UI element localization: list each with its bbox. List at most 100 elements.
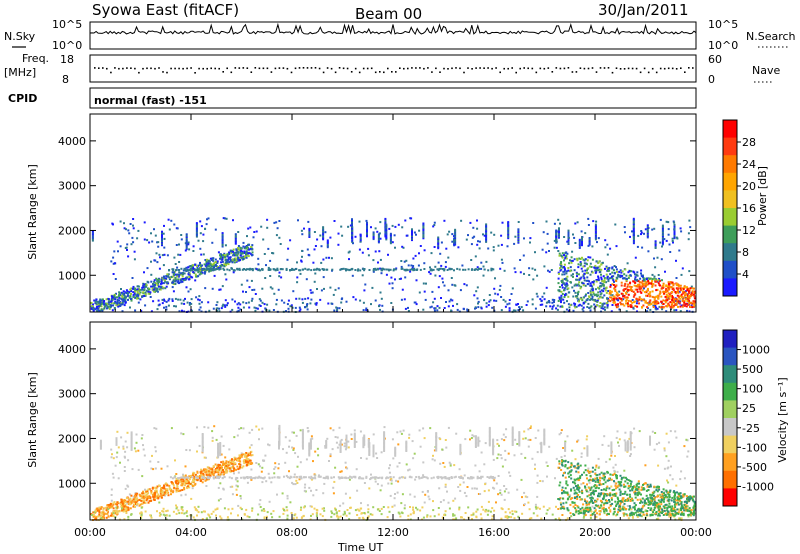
- echo-cell: [296, 261, 298, 264]
- echo-cell: [216, 260, 219, 263]
- echo-cell: [351, 227, 354, 230]
- echo-cell: [190, 298, 193, 301]
- echo-cell: [132, 295, 135, 298]
- echo-cell: [651, 273, 654, 276]
- freq-dot: [427, 67, 429, 69]
- echo-cell: [595, 508, 597, 511]
- freq-dot: [615, 67, 618, 69]
- cpid-label: CPID: [8, 92, 37, 105]
- echo-cell: [513, 242, 516, 245]
- echo-cell: [334, 436, 337, 438]
- echo-cell: [162, 276, 165, 279]
- echo-cell: [360, 502, 362, 505]
- echo-cell: [195, 224, 198, 227]
- freq-dot: [559, 67, 562, 70]
- echo-cell: [595, 515, 598, 518]
- echo-cell: [631, 299, 634, 301]
- echo-cell: [438, 487, 441, 490]
- echo-cell: [589, 306, 592, 309]
- echo-cell: [254, 267, 257, 270]
- echo-cell: [422, 237, 425, 240]
- echo-cell: [290, 304, 293, 307]
- echo-cell: [683, 299, 686, 302]
- echo-cell: [245, 255, 248, 258]
- nave-tick-bottom: 0: [708, 73, 715, 86]
- echo-cell: [225, 264, 227, 267]
- echo-cell: [558, 230, 560, 232]
- echo-cell: [443, 465, 446, 468]
- echo-cell: [124, 500, 127, 503]
- echo-cell: [247, 252, 250, 255]
- echo-cell: [194, 279, 197, 282]
- echo-cell: [469, 221, 472, 224]
- echo-cell: [632, 238, 635, 241]
- echo-cell: [350, 433, 353, 436]
- echo-cell: [380, 451, 383, 454]
- echo-cell: [351, 234, 354, 237]
- echo-cell: [379, 237, 382, 240]
- echo-cell: [136, 288, 139, 291]
- echo-cell: [661, 239, 664, 242]
- echo-cell: [400, 511, 403, 514]
- echo-cell: [604, 308, 606, 311]
- echo-cell: [518, 306, 521, 309]
- colorbar-segment: [723, 120, 737, 139]
- echo-cell: [195, 223, 198, 226]
- echo-cell: [648, 292, 651, 295]
- echo-cell: [625, 298, 628, 301]
- echo-cell: [583, 272, 586, 275]
- echo-cell: [104, 302, 107, 305]
- echo-cell: [342, 502, 345, 505]
- echo-cell: [157, 278, 160, 281]
- echo-cell: [396, 465, 399, 468]
- echo-cell: [110, 304, 113, 307]
- echo-cell: [206, 265, 209, 268]
- echo-cell: [412, 512, 415, 515]
- echo-cell: [429, 306, 432, 309]
- echo-cell: [132, 505, 135, 508]
- echo-cell: [464, 268, 467, 271]
- echo-cell: [227, 508, 230, 511]
- echo-cell: [594, 230, 597, 233]
- echo-cell: [439, 252, 442, 255]
- echo-cell: [565, 251, 568, 254]
- echo-cell: [127, 229, 130, 232]
- echo-cell: [654, 300, 657, 303]
- echo-cell: [476, 243, 479, 246]
- echo-cell: [548, 507, 551, 510]
- echo-cell: [372, 270, 375, 273]
- echo-cell: [117, 295, 120, 297]
- echo-cell: [186, 479, 189, 482]
- freq-dot: [274, 67, 277, 70]
- echo-cell: [587, 283, 590, 286]
- echo-cell: [366, 223, 368, 226]
- echo-cell: [219, 498, 222, 500]
- echo-cell: [113, 307, 116, 309]
- echo-cell: [640, 291, 643, 294]
- echo-cell: [211, 241, 214, 244]
- echo-cell: [121, 506, 124, 509]
- echo-cell: [199, 264, 202, 267]
- echo-cell: [156, 485, 159, 488]
- echo-cell: [409, 270, 412, 273]
- echo-cell: [433, 221, 436, 224]
- echo-cell: [458, 468, 461, 471]
- echo-cell: [624, 268, 627, 271]
- echo-cell: [105, 516, 108, 519]
- echo-cell: [589, 291, 592, 294]
- echo-cell: [156, 261, 159, 264]
- echo-cell: [172, 491, 174, 494]
- echo-cell: [117, 506, 120, 509]
- echo-cell: [411, 229, 413, 232]
- echo-cell: [389, 239, 392, 242]
- echo-cell: [222, 264, 225, 267]
- echo-cell: [687, 294, 689, 297]
- echo-cell: [433, 246, 436, 248]
- echo-cell: [276, 227, 279, 230]
- echo-cell: [482, 233, 484, 236]
- echo-cell: [680, 304, 683, 307]
- echo-cell: [264, 308, 267, 311]
- freq-dot: [575, 71, 578, 73]
- echo-cell: [540, 517, 543, 520]
- echo-cell: [180, 238, 183, 241]
